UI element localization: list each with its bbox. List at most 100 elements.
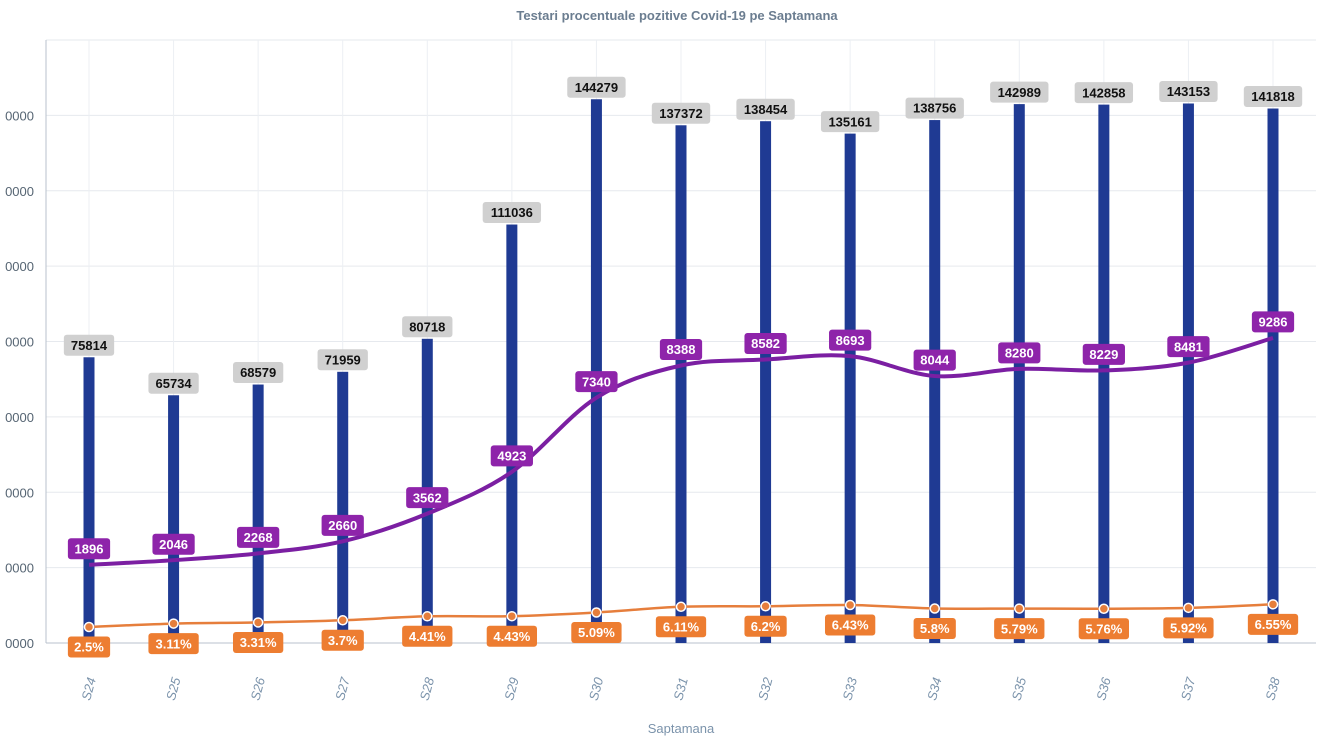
x-tick-label: S29	[501, 676, 521, 702]
x-tick-label: S26	[248, 675, 269, 702]
series-point-percent	[1014, 603, 1025, 614]
bar-data-label-bg	[905, 97, 964, 119]
series-point-percent	[168, 618, 179, 629]
positives-data-label-bg	[1082, 343, 1125, 365]
x-tick-label: S27	[332, 675, 353, 702]
bar-data-label: 137372	[659, 106, 702, 121]
bar-data-label: 143153	[1167, 84, 1210, 99]
bar	[1182, 103, 1194, 644]
bar	[337, 371, 349, 643]
bar-data-label: 68579	[240, 365, 276, 380]
percent-data-label-bg	[1247, 613, 1299, 635]
series-point-percent	[422, 611, 433, 622]
bar-data-label-bg	[317, 349, 368, 371]
y-tick-label: 0000	[5, 184, 34, 199]
bar-data-label-bg	[820, 111, 880, 133]
percent-data-label: 5.76%	[1085, 621, 1122, 636]
positives-data-label: 7340	[582, 374, 611, 389]
x-tick-label: S38	[1262, 675, 1283, 702]
bar-data-label: 135161	[828, 114, 871, 129]
bar	[1098, 104, 1110, 644]
series-point-percent	[929, 603, 940, 614]
percent-data-label: 5.8%	[920, 621, 950, 636]
x-tick-label: S36	[1093, 675, 1114, 702]
x-tick-label: S25	[163, 675, 184, 702]
chart-title: Testari procentuale pozitive Covid-19 pe…	[516, 8, 838, 23]
positives-data-label-bg	[913, 349, 956, 371]
y-tick-label: 0000	[5, 108, 34, 123]
series-point-percent	[252, 617, 264, 628]
positives-data-label: 8582	[751, 336, 780, 351]
bar-data-label: 71959	[325, 352, 361, 367]
bar	[168, 395, 180, 643]
x-tick-label: S32	[755, 675, 776, 702]
positives-data-label: 8388	[667, 342, 696, 357]
percent-data-label: 6.2%	[751, 619, 781, 634]
y-tick-label: 0000	[5, 561, 34, 576]
percent-data-label: 4.41%	[409, 629, 446, 644]
percent-data-label-bg	[148, 633, 199, 655]
percent-data-label: 5.79%	[1001, 621, 1038, 636]
positives-data-label: 8693	[836, 333, 865, 348]
bar	[83, 357, 95, 643]
percent-data-label-bg	[402, 625, 453, 647]
percent-data-label-bg	[913, 618, 956, 640]
percent-data-label-bg	[655, 616, 707, 638]
positives-data-label-bg	[67, 538, 111, 560]
percent-data-label-bg	[744, 615, 787, 637]
positives-data-label: 8044	[920, 353, 950, 368]
positives-data-label: 1896	[75, 541, 104, 556]
series-point-percent	[1267, 599, 1279, 610]
percent-data-label: 3.7%	[328, 633, 358, 648]
positives-data-label-bg	[237, 526, 280, 548]
bar	[1013, 104, 1025, 643]
percent-data-label-bg	[1078, 618, 1130, 640]
series-point-percent	[760, 601, 771, 612]
series-point-percent	[506, 610, 518, 622]
positives-data-label-bg	[1251, 311, 1295, 333]
positives-data-label-bg	[575, 371, 618, 393]
percent-data-label-bg	[232, 631, 284, 653]
positives-data-label: 2046	[159, 537, 188, 552]
bar-data-label-bg	[232, 362, 284, 384]
bar-data-label-bg	[1159, 80, 1218, 102]
y-tick-label: 0000	[5, 335, 34, 350]
bar-data-label: 80718	[409, 319, 445, 334]
percent-data-label-bg	[486, 625, 538, 647]
percent-data-label: 6.55%	[1255, 617, 1292, 632]
bar-data-label-bg	[1074, 82, 1134, 104]
bar	[1267, 108, 1279, 643]
positives-data-label-bg	[998, 342, 1041, 364]
positives-data-label: 8280	[1005, 345, 1034, 360]
percent-data-label-bg	[994, 618, 1045, 640]
x-tick-label: S28	[417, 675, 438, 702]
bar-data-label-bg	[482, 202, 542, 224]
bar	[252, 384, 264, 643]
x-tick-label: S31	[670, 676, 690, 702]
x-tick-label: S30	[586, 675, 607, 702]
x-tick-label: S33	[840, 675, 861, 702]
bar-data-label-bg	[1243, 86, 1303, 108]
bar	[760, 121, 772, 644]
percent-data-label: 5.09%	[578, 625, 615, 640]
series-point-percent	[591, 607, 602, 618]
positives-data-label-bg	[152, 533, 195, 555]
bar-data-label: 138454	[744, 102, 788, 117]
bar-data-label: 141818	[1251, 89, 1294, 104]
bar-data-label-bg	[567, 76, 626, 98]
series-point-percent	[1183, 602, 1194, 614]
positives-data-label-bg	[659, 339, 703, 361]
bar	[506, 224, 518, 643]
percent-data-label-bg	[321, 629, 364, 651]
x-tick-label: S35	[1009, 675, 1030, 702]
positives-data-label-bg	[321, 514, 364, 536]
positives-data-label-bg	[490, 445, 533, 467]
positives-data-label: 9286	[1259, 315, 1288, 330]
positives-data-label-bg	[829, 329, 872, 351]
percent-data-label: 3.31%	[240, 635, 277, 650]
x-axis-title: Saptamana	[648, 721, 715, 736]
positives-data-label: 4923	[497, 449, 526, 464]
bar-data-label-bg	[148, 372, 199, 394]
bar	[590, 99, 602, 643]
